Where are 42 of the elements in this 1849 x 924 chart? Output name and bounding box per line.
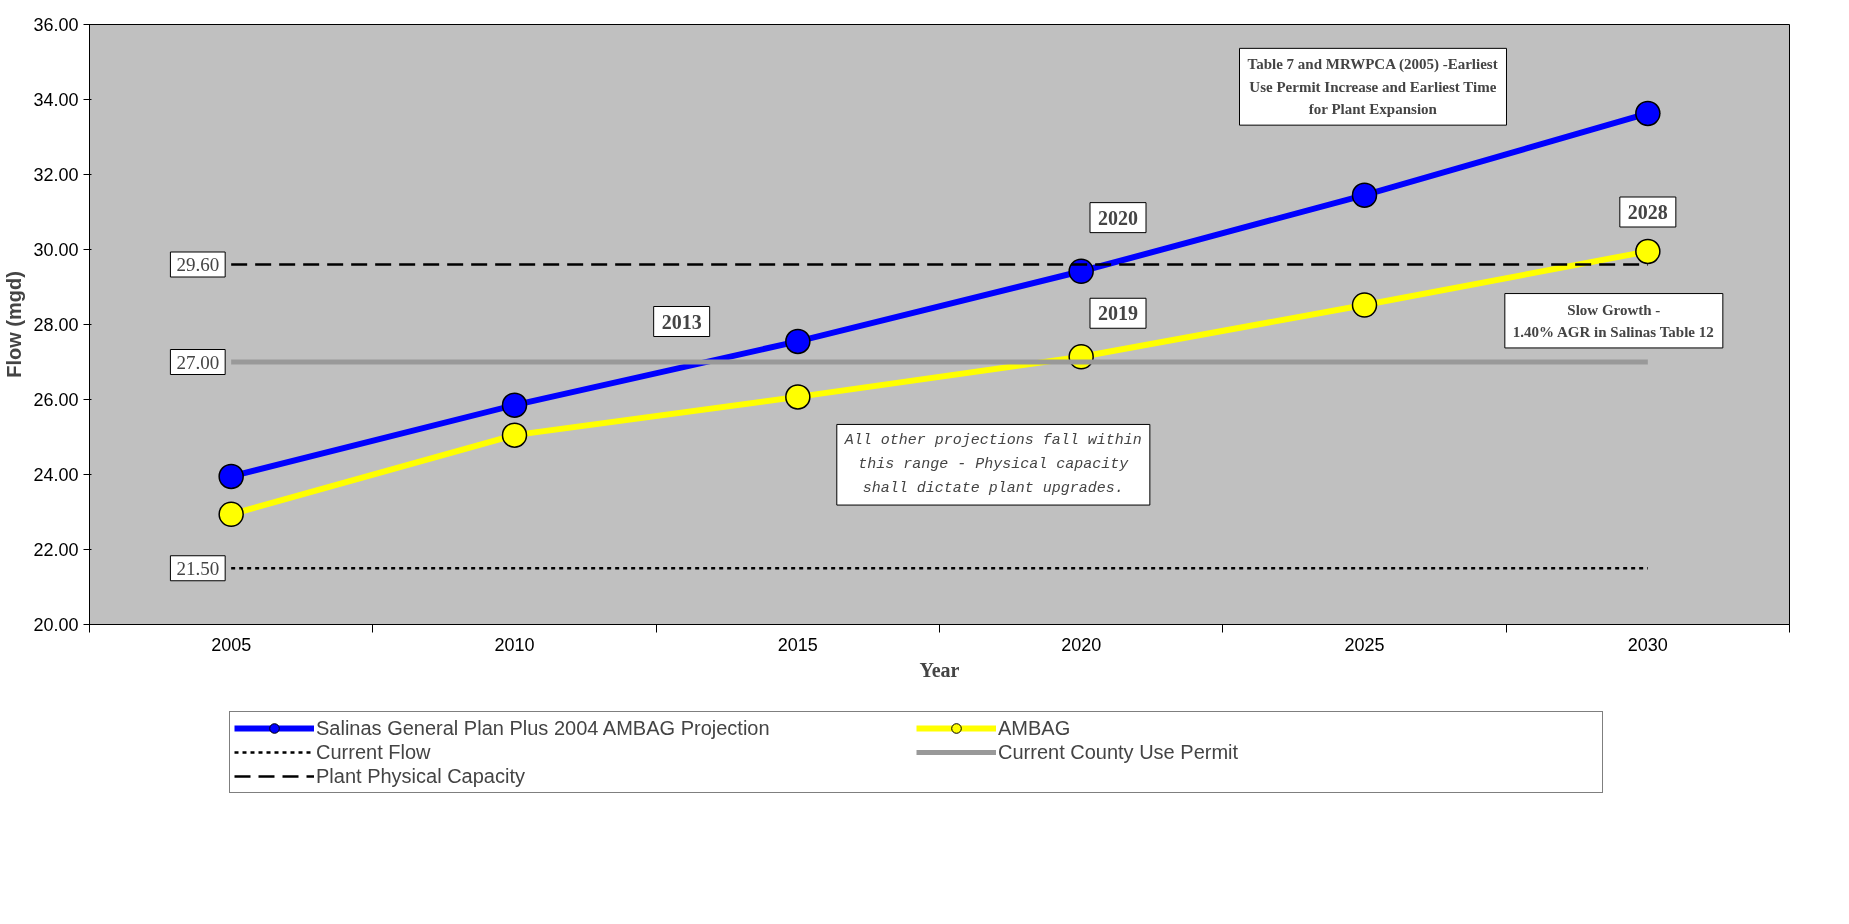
y-tick-label: 36.00 bbox=[33, 15, 79, 35]
data-label: 29.60 bbox=[176, 254, 220, 275]
y-tick-label: 34.00 bbox=[33, 90, 79, 110]
data-label: 21.50 bbox=[176, 557, 220, 579]
point bbox=[785, 384, 811, 410]
legend-label: Current County Use Permit bbox=[998, 740, 1240, 764]
legend-label: Plant Physical Capacity bbox=[316, 764, 526, 788]
point bbox=[785, 328, 811, 355]
x-tick-label: 2010 bbox=[494, 634, 535, 655]
point bbox=[1351, 182, 1378, 208]
annotation: Slow Growth - 1.40% AGR in Salinas Table 12 bbox=[1512, 301, 1714, 340]
x-tick-label: 2030 bbox=[1627, 634, 1668, 655]
point bbox=[1635, 238, 1661, 265]
y-tick-label: 32.00 bbox=[33, 165, 79, 185]
x-tick-label: 2015 bbox=[777, 634, 818, 655]
y-tick-label: 20.00 bbox=[33, 615, 79, 635]
x-tick-label: 2025 bbox=[1344, 634, 1385, 655]
annotation: Table 7 and MRWPCA (2005) -Earliest Use Permit Increase and Earliest Time for Plant Expansion bbox=[1247, 56, 1498, 118]
point bbox=[1635, 100, 1661, 127]
point bbox=[501, 392, 528, 418]
x-tick-label: 2020 bbox=[1061, 634, 1102, 655]
y-tick-label: 26.00 bbox=[33, 390, 79, 410]
annotation: 2028 bbox=[1627, 201, 1668, 223]
annotation: 2020 bbox=[1098, 206, 1138, 229]
y-tick-label: 24.00 bbox=[33, 465, 79, 485]
y-axis-title: Flow (mgd) bbox=[3, 271, 26, 378]
legend-label: AMBAG bbox=[998, 716, 1072, 740]
annotation: 2013 bbox=[661, 310, 702, 333]
point bbox=[218, 501, 244, 527]
point bbox=[1351, 292, 1378, 318]
point bbox=[218, 463, 244, 490]
data-label: 27.00 bbox=[176, 351, 220, 373]
annotation: All other projections fall within this range - Physical capacity shall dictate plant upgrades. bbox=[843, 432, 1142, 498]
legend-label: Salinas General Plan Plus 2004 AMBAG Projection bbox=[316, 716, 771, 740]
legend-label: Current Flow bbox=[316, 740, 432, 764]
point bbox=[501, 422, 528, 448]
y-tick-label: 22.00 bbox=[33, 540, 79, 560]
y-tick-label: 28.00 bbox=[33, 315, 79, 335]
annotation: 2019 bbox=[1098, 302, 1138, 325]
y-tick-label: 30.00 bbox=[33, 240, 79, 260]
x-tick-label: 2005 bbox=[211, 634, 252, 655]
x-axis-title: Year bbox=[919, 658, 960, 681]
